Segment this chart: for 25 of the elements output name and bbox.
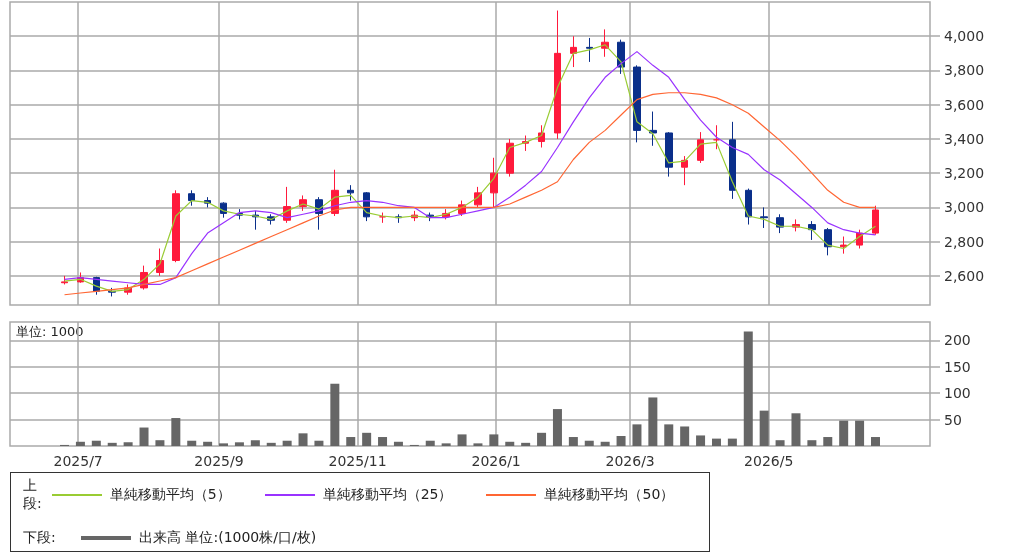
y-tick-label: 50 xyxy=(944,411,962,428)
legend-title: 上段: xyxy=(23,477,42,513)
y-tick-label: 100 xyxy=(944,385,971,402)
legend-title: 下段: xyxy=(23,529,57,547)
legend-label: 出来高 単位:(1000株/口/枚) xyxy=(139,529,317,547)
legend-label: 単純移動平均（50） xyxy=(544,486,675,504)
y-tick-label: 4,000 xyxy=(944,28,985,45)
annotation: 単位: 1000 xyxy=(16,324,84,339)
x-tick-label: 2025/7 xyxy=(53,453,103,469)
y-tick-label: 3,000 xyxy=(944,199,985,216)
y-tick-label: 2,800 xyxy=(944,233,985,250)
legend-label: 単純移動平均（5） xyxy=(109,486,231,504)
y-tick-label: 3,600 xyxy=(944,96,985,113)
legend-label: 単純移動平均（25） xyxy=(322,486,453,504)
y-tick-label: 3,400 xyxy=(944,130,985,147)
y-tick-label: 3,800 xyxy=(944,62,985,79)
y-tick-label: 2,600 xyxy=(944,267,985,284)
x-tick-label: 2026/5 xyxy=(744,453,794,469)
x-tick-label: 2025/11 xyxy=(328,453,387,469)
y-tick-label: 200 xyxy=(944,332,971,349)
x-tick-label: 2026/1 xyxy=(471,453,521,469)
x-tick-label: 2026/3 xyxy=(605,453,655,469)
x-tick-label: 2025/9 xyxy=(194,453,244,469)
y-tick-label: 3,200 xyxy=(944,165,985,182)
y-tick-label: 150 xyxy=(944,358,971,375)
